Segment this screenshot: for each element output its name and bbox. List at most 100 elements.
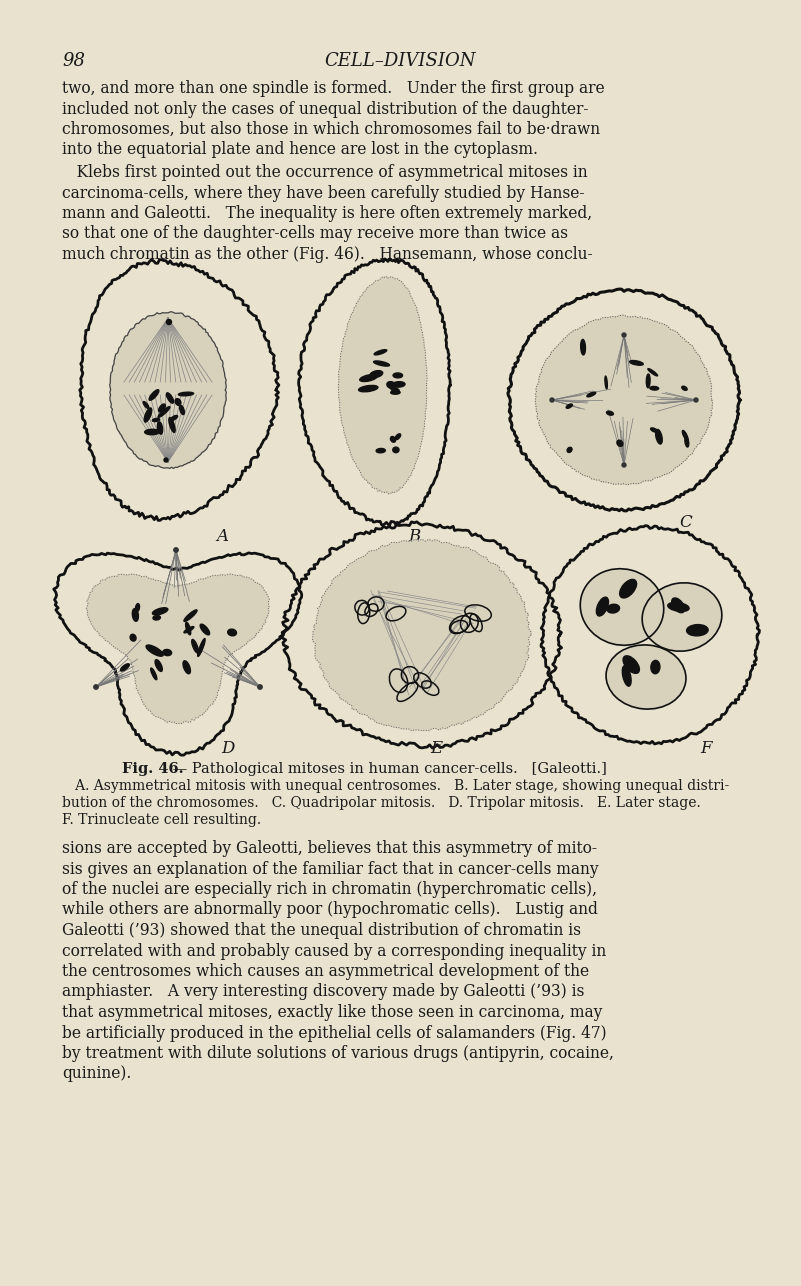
Ellipse shape xyxy=(198,639,205,656)
Text: F: F xyxy=(700,739,712,757)
Polygon shape xyxy=(508,289,740,511)
Ellipse shape xyxy=(169,418,175,432)
Circle shape xyxy=(550,397,554,403)
Ellipse shape xyxy=(605,376,607,388)
Ellipse shape xyxy=(682,431,688,440)
Ellipse shape xyxy=(650,428,658,432)
Ellipse shape xyxy=(617,440,623,446)
Text: into the equatorial plate and hence are lost in the cytoplasm.: into the equatorial plate and hence are … xyxy=(62,141,538,158)
Ellipse shape xyxy=(672,598,685,612)
Text: Klebs first pointed out the occurrence of asymmetrical mitoses in: Klebs first pointed out the occurrence o… xyxy=(62,165,588,181)
Text: amphiaster.   A very interesting discovery made by Galeotti (’93) is: amphiaster. A very interesting discovery… xyxy=(62,984,585,1001)
Ellipse shape xyxy=(135,603,139,612)
Ellipse shape xyxy=(130,634,136,642)
Ellipse shape xyxy=(648,369,658,376)
Ellipse shape xyxy=(606,646,686,709)
Text: correlated with and probably caused by a corresponding inequality in: correlated with and probably caused by a… xyxy=(62,943,606,959)
Ellipse shape xyxy=(132,608,139,621)
Text: F. Trinucleate cell resulting.: F. Trinucleate cell resulting. xyxy=(62,813,261,827)
Ellipse shape xyxy=(650,387,658,390)
Ellipse shape xyxy=(581,340,586,355)
Text: D: D xyxy=(221,739,235,757)
Polygon shape xyxy=(87,574,269,724)
Polygon shape xyxy=(299,258,450,525)
Ellipse shape xyxy=(184,610,197,621)
Ellipse shape xyxy=(149,390,159,400)
Ellipse shape xyxy=(175,399,181,405)
Text: mann and Galeotti.   The inequality is here often extremely marked,: mann and Galeotti. The inequality is her… xyxy=(62,204,592,222)
Ellipse shape xyxy=(157,422,163,435)
Ellipse shape xyxy=(152,418,159,422)
Ellipse shape xyxy=(606,412,614,415)
Text: CELL–DIVISION: CELL–DIVISION xyxy=(324,51,476,69)
Text: A: A xyxy=(216,529,228,545)
Ellipse shape xyxy=(143,401,149,409)
Ellipse shape xyxy=(622,666,631,687)
Text: quinine).: quinine). xyxy=(62,1066,131,1083)
Ellipse shape xyxy=(651,660,660,674)
Text: C: C xyxy=(679,514,692,531)
Ellipse shape xyxy=(686,625,708,635)
Polygon shape xyxy=(54,553,302,755)
Circle shape xyxy=(94,685,99,689)
Ellipse shape xyxy=(171,415,178,421)
Text: B: B xyxy=(408,529,421,545)
Ellipse shape xyxy=(656,430,662,444)
Text: Fig. 46.: Fig. 46. xyxy=(122,763,183,775)
Polygon shape xyxy=(541,526,759,745)
Text: bution of the chromosomes.   C. Quadripolar mitosis.   D. Tripolar mitosis.   E.: bution of the chromosomes. C. Quadripola… xyxy=(62,796,701,810)
Ellipse shape xyxy=(120,664,129,671)
Ellipse shape xyxy=(359,386,378,392)
Ellipse shape xyxy=(390,436,396,442)
Text: — Pathological mitoses in human cancer-cells.   [Galeotti.]: — Pathological mitoses in human cancer-c… xyxy=(168,763,607,775)
Ellipse shape xyxy=(200,624,210,635)
Ellipse shape xyxy=(391,387,399,392)
Ellipse shape xyxy=(184,626,194,633)
Ellipse shape xyxy=(144,408,151,422)
Ellipse shape xyxy=(620,580,637,598)
Ellipse shape xyxy=(179,405,184,414)
Ellipse shape xyxy=(395,433,400,440)
Ellipse shape xyxy=(376,449,385,453)
Polygon shape xyxy=(80,260,279,521)
Ellipse shape xyxy=(392,382,405,387)
Polygon shape xyxy=(535,315,713,485)
Text: while others are abnormally poor (hypochromatic cells).   Lustig and: while others are abnormally poor (hypoch… xyxy=(62,901,598,918)
Ellipse shape xyxy=(623,656,639,674)
Circle shape xyxy=(167,319,171,324)
Ellipse shape xyxy=(393,373,403,378)
Text: Galeotti (’93) showed that the unequal distribution of chromatin is: Galeotti (’93) showed that the unequal d… xyxy=(62,922,581,939)
Ellipse shape xyxy=(567,448,572,453)
Ellipse shape xyxy=(146,646,163,656)
Ellipse shape xyxy=(607,604,619,613)
Ellipse shape xyxy=(566,404,573,408)
Text: 98: 98 xyxy=(62,51,85,69)
Ellipse shape xyxy=(630,360,643,365)
Text: that asymmetrical mitoses, exactly like those seen in carcinoma, may: that asymmetrical mitoses, exactly like … xyxy=(62,1004,602,1021)
Ellipse shape xyxy=(186,622,191,635)
Ellipse shape xyxy=(373,361,389,367)
Ellipse shape xyxy=(370,370,383,378)
Ellipse shape xyxy=(587,392,596,397)
Text: E: E xyxy=(430,739,442,757)
Ellipse shape xyxy=(155,660,163,671)
Text: much chromatin as the other (Fig. 46).   Hansemann, whose conclu-: much chromatin as the other (Fig. 46). H… xyxy=(62,246,593,264)
Polygon shape xyxy=(339,276,427,494)
Polygon shape xyxy=(110,311,227,468)
Ellipse shape xyxy=(668,602,689,611)
Ellipse shape xyxy=(191,639,199,653)
Circle shape xyxy=(258,685,262,689)
Ellipse shape xyxy=(153,616,160,620)
Text: chromosomes, but also those in which chromosomes fail to be·drawn: chromosomes, but also those in which chr… xyxy=(62,121,600,138)
Ellipse shape xyxy=(163,649,171,656)
Ellipse shape xyxy=(374,350,387,355)
Text: sis gives an explanation of the familiar fact that in cancer-cells many: sis gives an explanation of the familiar… xyxy=(62,860,598,877)
Circle shape xyxy=(622,333,626,337)
Text: be artificially produced in the epithelial cells of salamanders (Fig. 47): be artificially produced in the epitheli… xyxy=(62,1025,606,1042)
Ellipse shape xyxy=(227,629,236,635)
Text: by treatment with dilute solutions of various drugs (antipyrin, cocaine,: by treatment with dilute solutions of va… xyxy=(62,1046,614,1062)
Ellipse shape xyxy=(387,382,396,388)
Polygon shape xyxy=(312,539,531,730)
Ellipse shape xyxy=(360,374,377,382)
Ellipse shape xyxy=(597,597,609,616)
